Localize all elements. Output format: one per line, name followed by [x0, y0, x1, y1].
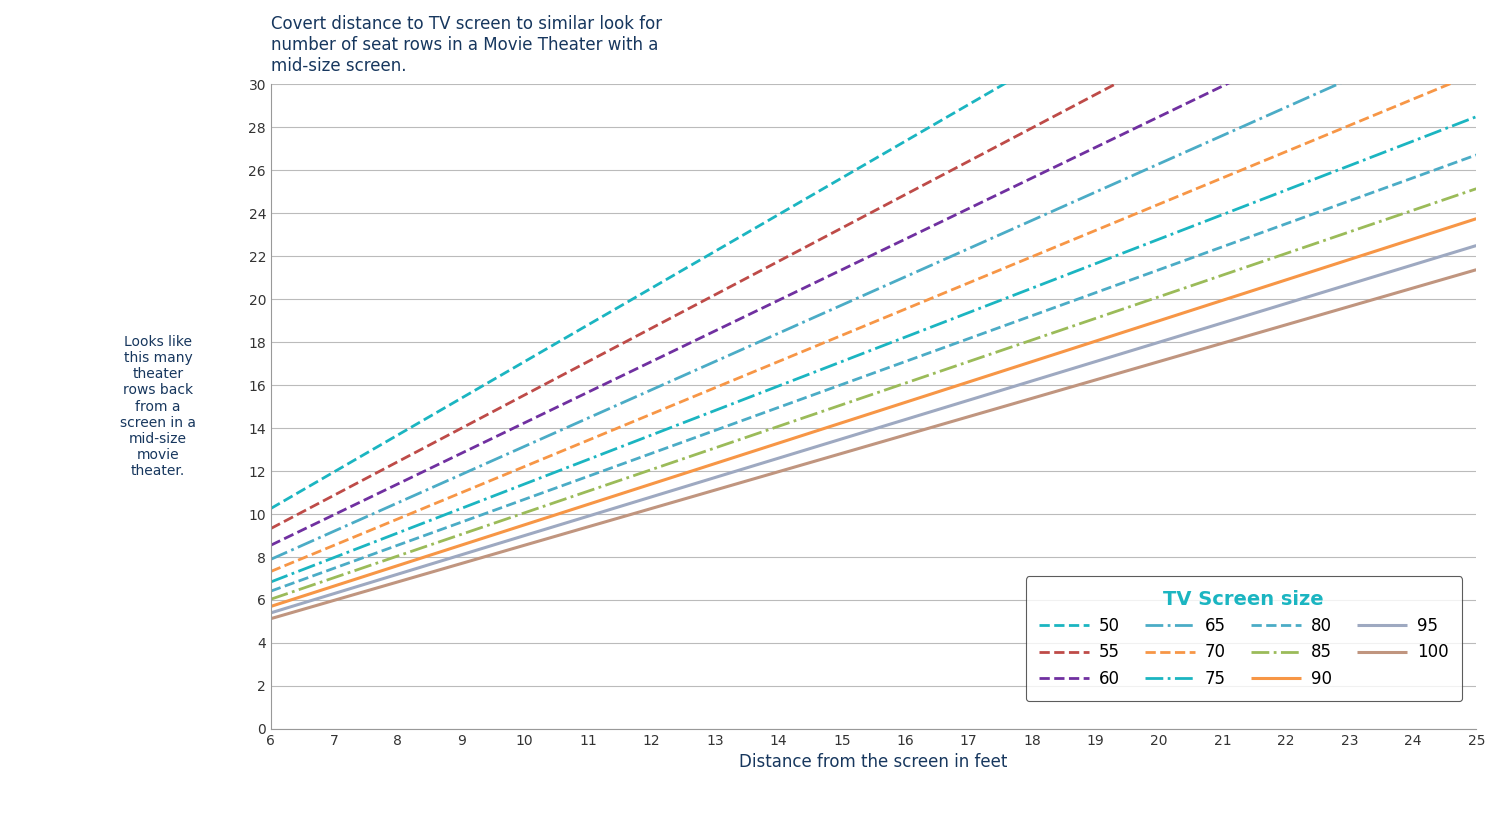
X-axis label: Distance from the screen in feet: Distance from the screen in feet [740, 753, 1008, 771]
Text: Covert distance to TV screen to similar look for
number of seat rows in a Movie : Covert distance to TV screen to similar … [272, 15, 662, 75]
Legend: 50, 55, 60, 65, 70, 75, 80, 85, 90, 95, 100: 50, 55, 60, 65, 70, 75, 80, 85, 90, 95, … [1026, 577, 1462, 701]
Y-axis label: Looks like
this many
theater
rows back
from a
screen in a
mid-size
movie
theater: Looks like this many theater rows back f… [120, 335, 196, 478]
